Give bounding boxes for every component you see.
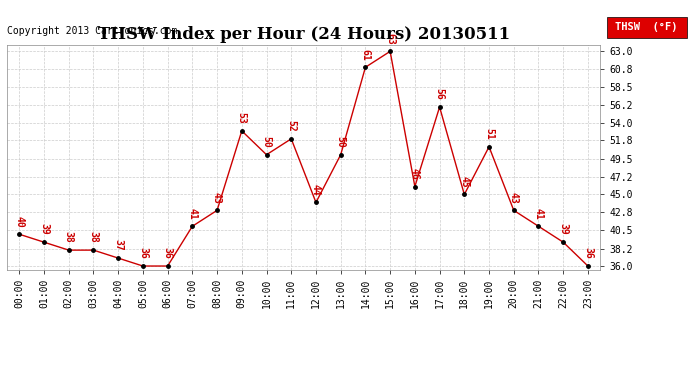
Text: 43: 43 xyxy=(509,192,519,203)
Text: 40: 40 xyxy=(14,216,24,227)
Text: 36: 36 xyxy=(583,248,593,259)
Text: 63: 63 xyxy=(385,33,395,44)
Text: 41: 41 xyxy=(533,208,544,219)
Text: 56: 56 xyxy=(435,88,444,100)
Text: 44: 44 xyxy=(311,184,321,195)
Text: Copyright 2013 Cartronics.com: Copyright 2013 Cartronics.com xyxy=(7,26,177,36)
Text: 61: 61 xyxy=(360,49,371,60)
Text: 52: 52 xyxy=(286,120,296,132)
Text: 46: 46 xyxy=(410,168,420,180)
Text: THSW  (°F): THSW (°F) xyxy=(615,22,678,32)
Text: 50: 50 xyxy=(262,136,271,148)
Text: 51: 51 xyxy=(484,128,494,140)
Text: 36: 36 xyxy=(163,248,172,259)
Text: 37: 37 xyxy=(113,239,123,251)
Text: 39: 39 xyxy=(558,224,568,235)
Text: 38: 38 xyxy=(88,231,99,243)
Text: 43: 43 xyxy=(212,192,222,203)
Text: 36: 36 xyxy=(138,248,148,259)
Text: 38: 38 xyxy=(63,231,74,243)
Text: 41: 41 xyxy=(188,208,197,219)
Text: 39: 39 xyxy=(39,224,49,235)
Text: 45: 45 xyxy=(460,176,469,188)
Text: 50: 50 xyxy=(336,136,346,148)
Text: 53: 53 xyxy=(237,112,247,124)
Title: THSW Index per Hour (24 Hours) 20130511: THSW Index per Hour (24 Hours) 20130511 xyxy=(97,27,510,44)
